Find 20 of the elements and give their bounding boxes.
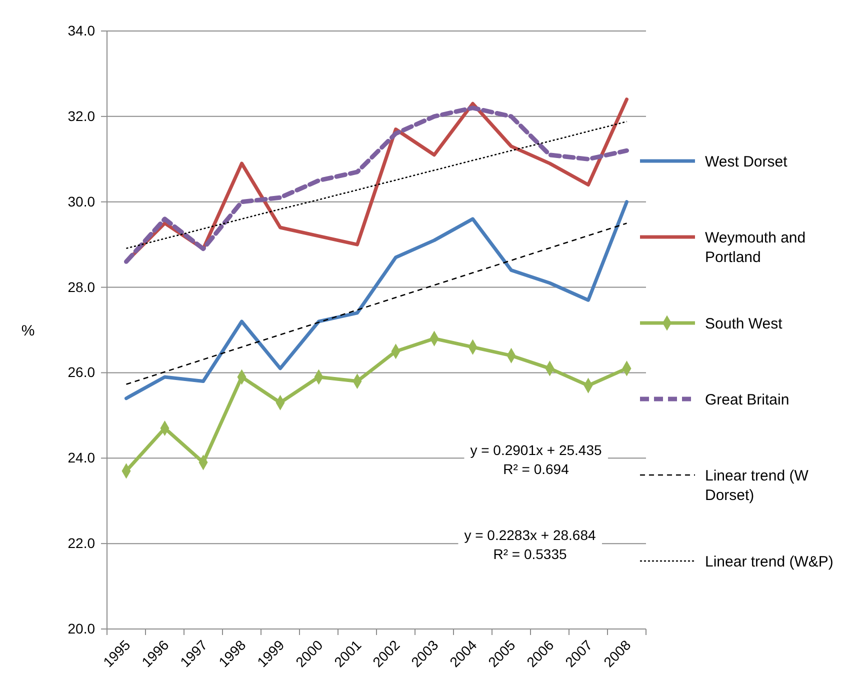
legend-label: Weymouth and Portland <box>705 229 806 266</box>
annotation: y = 0.2901x + 25.435 R² = 0.694 <box>470 442 602 477</box>
legend-label: South West <box>705 315 784 332</box>
line-series <box>126 222 628 385</box>
y-tick-label: 20.0 <box>68 620 96 636</box>
y-axis-title: % <box>21 322 35 340</box>
line-series <box>124 200 628 400</box>
y-tick-label: 30.0 <box>68 193 96 210</box>
y-tick-label: 34.0 <box>68 22 96 38</box>
y-tick-label: 28.0 <box>68 278 96 295</box>
y-tick-label: 26.0 <box>68 364 96 380</box>
y-tick-label: 22.0 <box>68 535 96 552</box>
annotation: y = 0.2283x + 28.684 R² = 0.5335 <box>464 527 596 562</box>
line-series <box>126 120 628 250</box>
legend-label: Linear trend (W Dorset) <box>705 467 810 504</box>
legend-label: West Dorset <box>705 153 788 170</box>
legend-label: Great Britain <box>705 391 790 408</box>
legend-label: Linear trend (W&P) <box>705 553 834 570</box>
y-tick-label: 24.0 <box>68 450 96 466</box>
y-tick-label: 32.0 <box>68 108 96 124</box>
